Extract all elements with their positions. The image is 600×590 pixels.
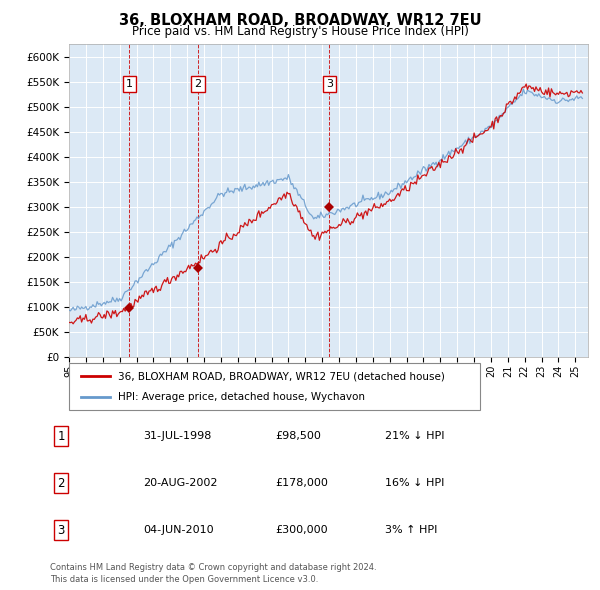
Text: 31-JUL-1998: 31-JUL-1998 [143, 431, 212, 441]
Text: 1: 1 [57, 430, 65, 442]
Text: £98,500: £98,500 [275, 431, 321, 441]
Text: 21% ↓ HPI: 21% ↓ HPI [385, 431, 445, 441]
Text: 2: 2 [194, 79, 202, 89]
Text: 1: 1 [126, 79, 133, 89]
Text: 3% ↑ HPI: 3% ↑ HPI [385, 525, 437, 535]
Text: 16% ↓ HPI: 16% ↓ HPI [385, 478, 444, 488]
Text: 3: 3 [326, 79, 333, 89]
Text: 04-JUN-2010: 04-JUN-2010 [143, 525, 214, 535]
Text: This data is licensed under the Open Government Licence v3.0.: This data is licensed under the Open Gov… [50, 575, 319, 584]
Text: 36, BLOXHAM ROAD, BROADWAY, WR12 7EU (detached house): 36, BLOXHAM ROAD, BROADWAY, WR12 7EU (de… [118, 371, 445, 381]
Text: 2: 2 [57, 477, 65, 490]
Text: Contains HM Land Registry data © Crown copyright and database right 2024.: Contains HM Land Registry data © Crown c… [50, 563, 377, 572]
Text: £178,000: £178,000 [275, 478, 328, 488]
Text: Price paid vs. HM Land Registry's House Price Index (HPI): Price paid vs. HM Land Registry's House … [131, 25, 469, 38]
Text: HPI: Average price, detached house, Wychavon: HPI: Average price, detached house, Wych… [118, 392, 365, 402]
Text: 3: 3 [57, 524, 65, 537]
Text: £300,000: £300,000 [275, 525, 328, 535]
Text: 20-AUG-2002: 20-AUG-2002 [143, 478, 218, 488]
Text: 36, BLOXHAM ROAD, BROADWAY, WR12 7EU: 36, BLOXHAM ROAD, BROADWAY, WR12 7EU [119, 13, 481, 28]
FancyBboxPatch shape [69, 363, 480, 410]
